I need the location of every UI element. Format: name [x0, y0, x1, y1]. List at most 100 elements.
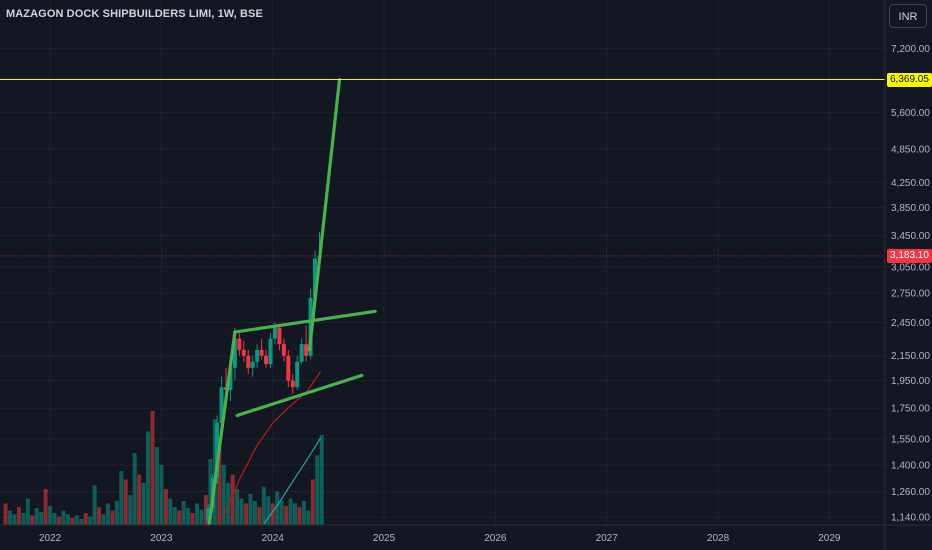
candle-body [272, 327, 277, 339]
x-tick-label: 2022 [39, 533, 62, 544]
candle-body [250, 361, 255, 368]
volume-bar [8, 510, 13, 525]
volume-bar [34, 508, 39, 525]
candle-body [286, 355, 291, 381]
y-tick-label: 7,200.00 [891, 44, 930, 55]
volume-bar [61, 510, 66, 525]
volume-bar [97, 507, 102, 525]
y-tick-label: 1,400.00 [891, 460, 930, 471]
candle-body [259, 349, 264, 356]
volume-bar [3, 503, 8, 525]
volume-bar [83, 513, 88, 525]
volume-bar [235, 489, 240, 525]
candle-body [255, 349, 260, 362]
moving-average-line [263, 437, 322, 525]
candle-body [219, 387, 224, 424]
volume-bar [150, 411, 155, 525]
x-tick-label: 2023 [150, 533, 173, 544]
target-price-line[interactable] [0, 79, 885, 257]
volume-bar [275, 491, 280, 525]
candle-body [268, 338, 273, 365]
volume-bar [310, 479, 315, 525]
volume-bar [159, 465, 164, 525]
x-tick-label: 2026 [484, 533, 507, 544]
volume-bar [239, 498, 244, 525]
volume-bar [172, 507, 177, 525]
volume-bar [226, 483, 231, 525]
candle-body [281, 344, 286, 356]
volume-bar [141, 483, 146, 525]
volume-bar [252, 501, 257, 525]
volume-bar [244, 503, 249, 525]
volume-bar [186, 508, 191, 525]
volume-bar [154, 447, 159, 525]
y-tick-label: 2,150.00 [891, 351, 930, 362]
candle-body [241, 349, 246, 356]
volume-bar [257, 507, 262, 525]
y-tick-label: 4,850.00 [891, 144, 930, 155]
volume-bar [248, 493, 253, 525]
y-tick-label: 4,250.00 [891, 178, 930, 189]
candle-body [299, 344, 304, 362]
candle-body [206, 508, 211, 522]
volume-bar [39, 511, 44, 525]
y-tick-label: 3,050.00 [891, 262, 930, 273]
trendline-breakout-projection [307, 77, 342, 352]
candle-body [237, 338, 242, 350]
x-tick-label: 2028 [707, 533, 730, 544]
volume-bar [297, 507, 302, 525]
volume-bar [12, 514, 17, 525]
volume-bar [48, 505, 53, 525]
volume-bar [70, 517, 75, 525]
volume-bar [301, 501, 306, 525]
trendline-channel-lower [235, 373, 364, 418]
volume-bar [65, 514, 70, 525]
trendlines[interactable] [207, 77, 377, 526]
volume-bar [128, 495, 133, 525]
y-tick-label: 1,140.00 [891, 513, 930, 524]
volume-bar [88, 516, 93, 525]
volume-bar [284, 505, 289, 525]
volume-bar [208, 459, 213, 525]
y-tick-label: 3,450.00 [891, 231, 930, 242]
candle-body [304, 344, 309, 356]
volume-bar [319, 435, 324, 525]
y-tick-label: 5,600.00 [891, 108, 930, 119]
trendline-flagpole [207, 330, 237, 526]
candle-body [295, 361, 300, 388]
volume-bar [79, 519, 84, 525]
volume-bar [293, 503, 297, 525]
volume-bar [101, 514, 106, 525]
volume-bar [25, 498, 30, 525]
currency-button[interactable]: INR [889, 4, 927, 28]
volume-bar [92, 485, 97, 525]
volume-bar [137, 474, 142, 525]
chart-title: MAZAGON DOCK SHIPBUILDERS LIMI, 1W, BSE [6, 8, 263, 20]
y-tick-label: 1,260.00 [891, 487, 930, 498]
volume-bar [203, 495, 208, 525]
x-tick-label: 2025 [373, 533, 396, 544]
x-tick-label: 2027 [596, 533, 619, 544]
trendline-channel-upper [233, 309, 377, 334]
candle-body [215, 423, 220, 478]
candle-body [228, 367, 233, 390]
volume-bar [195, 503, 200, 525]
volume-bar [123, 479, 128, 525]
y-tick-label: 1,950.00 [891, 376, 930, 387]
volume-bar [163, 489, 168, 525]
volume-bars [3, 411, 324, 525]
candle-body [246, 355, 251, 368]
candle-body [290, 380, 295, 388]
volume-bar [177, 510, 182, 525]
volume-bar [110, 510, 115, 525]
volume-bar [279, 501, 284, 525]
volume-bar [119, 471, 124, 525]
volume-bar [270, 503, 275, 525]
volume-bar [16, 507, 21, 525]
volume-bar [43, 489, 48, 525]
x-tick-label: 2029 [818, 533, 841, 544]
y-tick-label: 1,750.00 [891, 404, 930, 415]
candle-body [277, 327, 282, 345]
volume-bar [168, 498, 173, 525]
